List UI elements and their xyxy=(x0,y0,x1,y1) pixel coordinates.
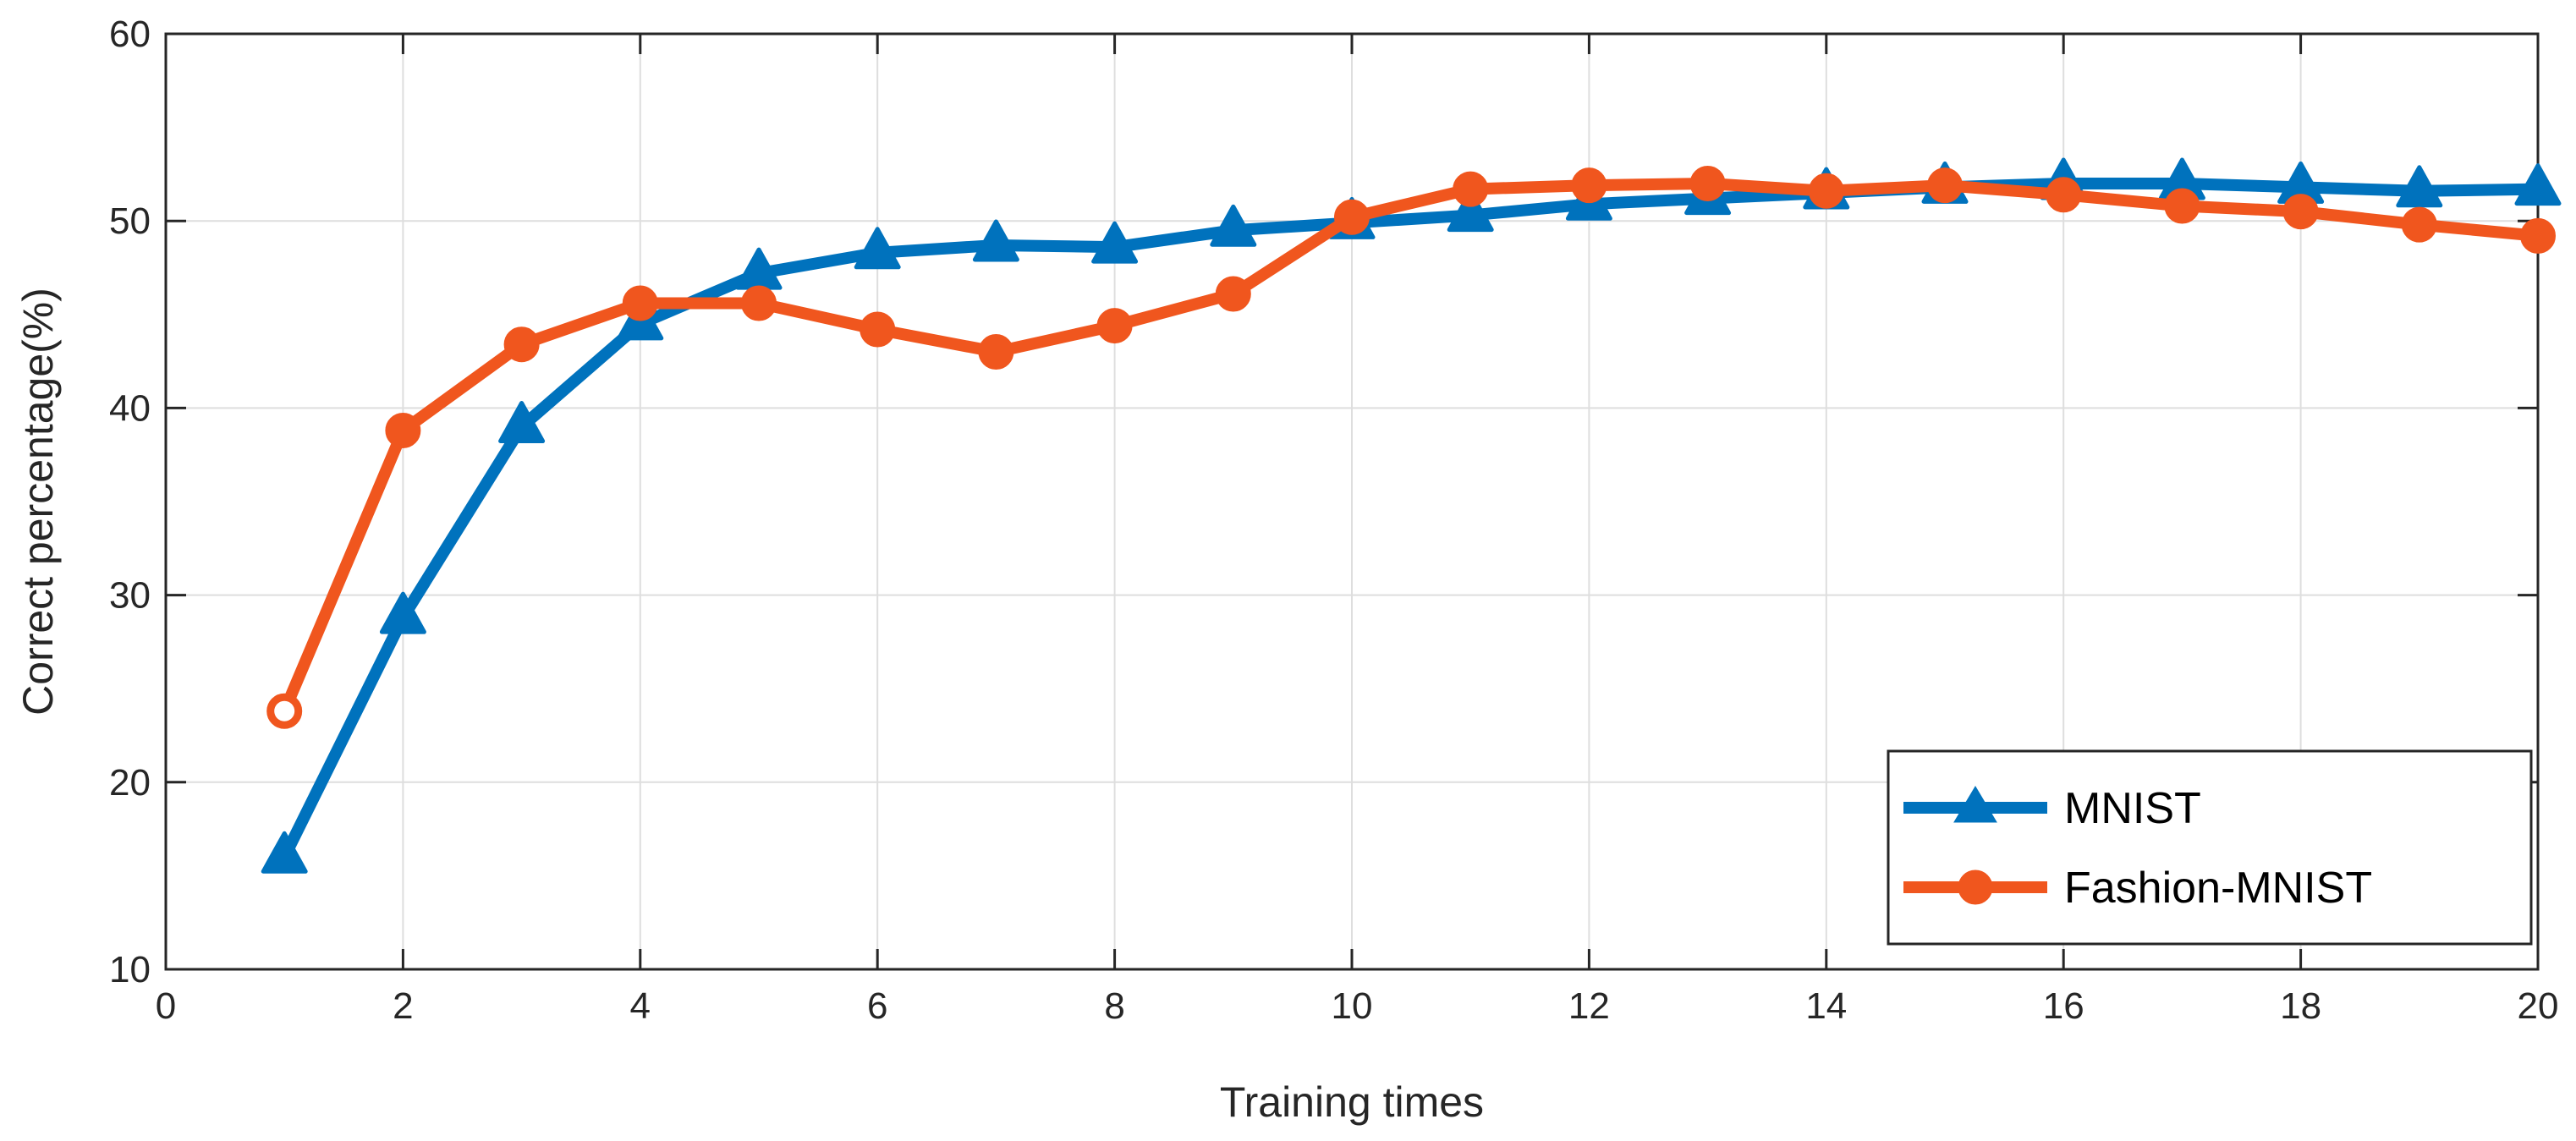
data-point-fashion-mnist xyxy=(1927,167,1963,204)
axes: 0 2 4 6 8 10 12 14 16 18 20 10 20 30 40 50 60 xyxy=(109,14,2558,1027)
data-point-mnist xyxy=(1091,221,1139,264)
legend: MNIST Fashion-MNIST xyxy=(1887,749,2533,946)
x-tick-label: 4 xyxy=(630,985,651,1027)
data-point-mnist xyxy=(972,219,1019,262)
data-point-fashion-mnist xyxy=(1215,276,1251,312)
data-point-mnist xyxy=(854,227,901,270)
data-point-fashion-mnist xyxy=(622,285,658,321)
x-tick-label: 16 xyxy=(2043,985,2084,1027)
data-point-fashion-mnist xyxy=(1334,199,1370,235)
y-tick-label: 50 xyxy=(109,200,151,242)
x-tick-label: 14 xyxy=(1805,985,1847,1027)
data-point-mnist xyxy=(2396,165,2443,208)
x-tick-label: 0 xyxy=(156,985,176,1027)
series-line-mnist xyxy=(278,177,2539,860)
data-point-hollow-center xyxy=(274,700,295,721)
x-tick-label: 12 xyxy=(1568,985,1610,1027)
x-tick-label: 6 xyxy=(867,985,887,1027)
y-tick-label: 30 xyxy=(109,575,151,617)
data-point-fashion-mnist xyxy=(1808,173,1844,209)
data-point-fashion-mnist xyxy=(2520,217,2556,254)
data-point-mnist xyxy=(498,401,546,444)
series-line-fashion-mnist xyxy=(278,177,2539,714)
data-point-mnist xyxy=(1447,189,1494,233)
x-tick-label: 20 xyxy=(2518,985,2559,1027)
y-axis-title: Correct percentage(%) xyxy=(14,288,62,716)
data-point-fashion-mnist xyxy=(1453,171,1489,207)
y-tick-label: 20 xyxy=(109,762,151,804)
data-point-mnist xyxy=(379,591,426,634)
data-point-fashion-mnist xyxy=(1096,308,1133,344)
data-point-fashion-mnist xyxy=(1689,165,1726,201)
legend-box xyxy=(1887,749,2533,946)
data-point-fashion-mnist xyxy=(2282,194,2319,230)
legend-marker-fashion-mnist xyxy=(1958,869,1993,905)
data-point-fashion-mnist xyxy=(860,311,896,348)
y-tick-label: 40 xyxy=(109,387,151,429)
data-point-fashion-mnist xyxy=(385,412,421,448)
y-tick-label: 60 xyxy=(109,14,151,55)
x-tick-label: 10 xyxy=(1332,985,1373,1027)
data-point-fashion-mnist xyxy=(2164,188,2200,224)
x-axis-title: Training times xyxy=(1220,1078,1484,1126)
data-point-fashion-mnist xyxy=(2401,206,2437,243)
data-point-fashion-mnist xyxy=(2046,177,2082,213)
data-point-mnist xyxy=(2514,163,2562,206)
data-point-fashion-mnist xyxy=(1571,167,1607,204)
data-point-fashion-mnist xyxy=(503,326,540,363)
data-point-fashion-mnist xyxy=(741,285,777,321)
series-layer xyxy=(261,157,2562,874)
x-tick-label: 18 xyxy=(2280,985,2321,1027)
x-tick-label: 2 xyxy=(393,985,413,1027)
x-tick-label: 8 xyxy=(1104,985,1124,1027)
legend-label-mnist: MNIST xyxy=(2064,784,2201,833)
legend-marker-mnist xyxy=(1953,786,1997,823)
data-point-mnist xyxy=(1210,204,1257,247)
data-point-mnist xyxy=(261,831,308,874)
y-tick-label: 10 xyxy=(109,949,151,990)
data-point-fashion-mnist xyxy=(978,334,1014,370)
legend-label-fashion-mnist: Fashion-MNIST xyxy=(2064,864,2372,913)
